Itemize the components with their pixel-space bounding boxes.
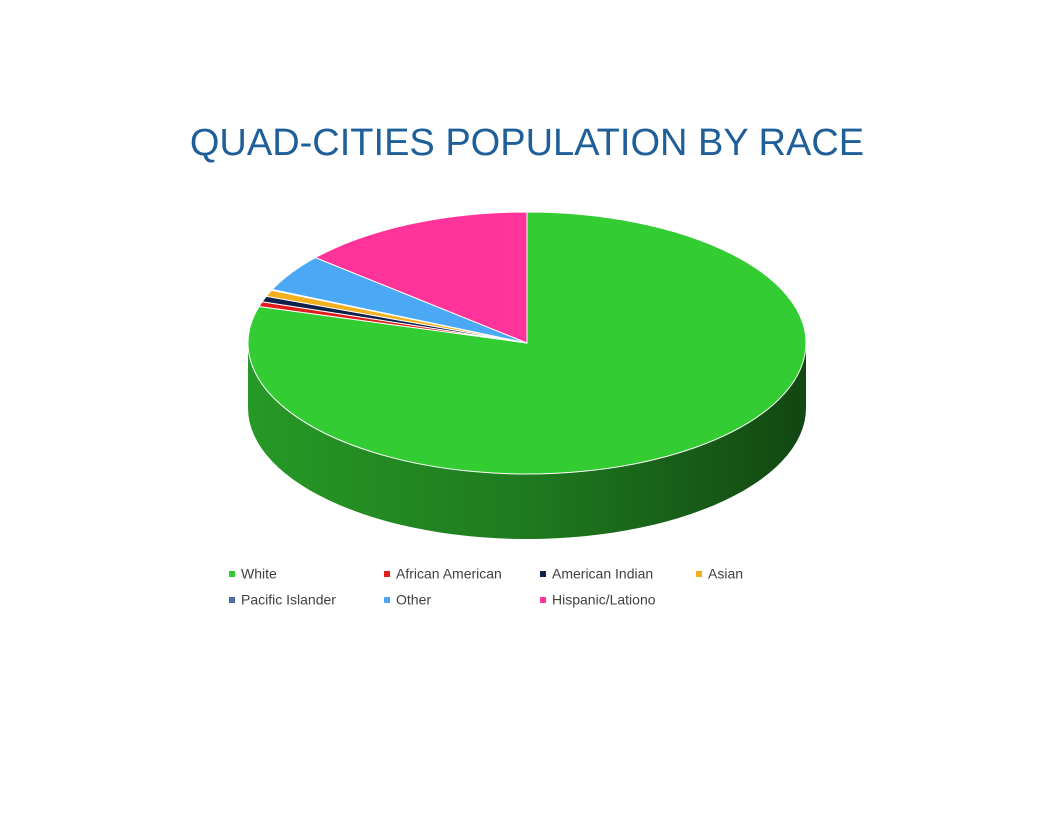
legend-marker	[384, 597, 390, 603]
legend-marker	[696, 571, 702, 577]
slice-side	[248, 343, 806, 539]
legend-label: Pacific Islander	[241, 592, 336, 608]
legend-label: Other	[396, 592, 431, 608]
legend-marker	[229, 571, 235, 577]
legend-marker	[229, 597, 235, 603]
legend-label: African American	[396, 566, 502, 582]
pie-slice	[314, 211, 528, 344]
legend-label: Hispanic/Lationo	[552, 592, 656, 608]
chart-title: QUAD-CITIES POPULATION BY RACE	[190, 122, 864, 164]
legend-label: American Indian	[552, 566, 653, 582]
legend-label: White	[241, 566, 277, 582]
legend-marker	[384, 571, 390, 577]
legend-marker	[540, 597, 546, 603]
legend-label: Asian	[708, 566, 743, 582]
legend-marker	[540, 571, 546, 577]
